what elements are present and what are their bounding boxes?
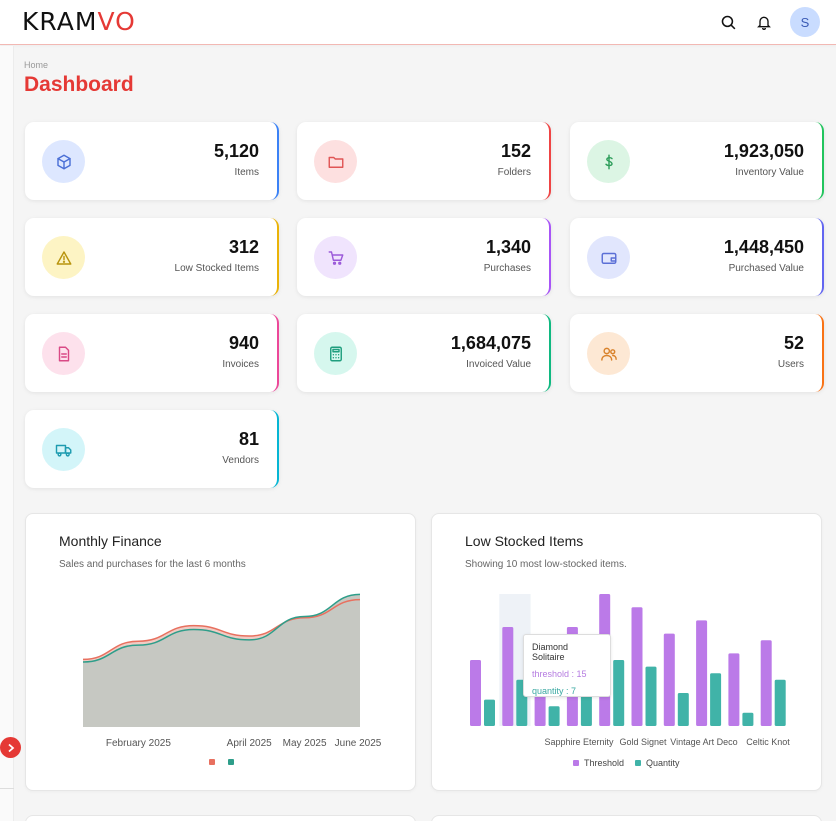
threshold-bar[interactable] [502,627,514,726]
x-tick-label: Vintage Art Deco [670,737,737,747]
cart-icon [314,236,357,279]
x-tick-label: February 2025 [106,738,171,749]
folder-icon [314,140,357,183]
quantity-bar[interactable] [677,693,689,726]
stat-value: 81 [238,429,259,449]
stat-card[interactable]: 1,448,450 Purchased Value [570,218,824,296]
threshold-bar[interactable] [631,607,643,726]
threshold-bar[interactable] [663,633,675,726]
stat-card[interactable]: 152 Folders [297,122,551,200]
stat-label: Invoiced Value [466,359,531,370]
threshold-bar[interactable] [728,653,740,726]
low-stocked-panel: Low Stocked Items Showing 10 most low-st… [431,513,822,791]
threshold-bar[interactable] [470,660,481,726]
legend-swatch-threshold[interactable] [573,760,579,766]
stat-value: 1,448,450 [723,237,804,257]
panel-partial [25,815,416,821]
stat-value: 1,340 [485,237,531,257]
stat-value: 1,684,075 [450,333,531,353]
stat-card[interactable]: 312 Low Stocked Items [25,218,279,296]
stat-card[interactable]: 940 Invoices [25,314,279,392]
document-icon [42,332,85,375]
panel-title: Monthly Finance [59,533,162,549]
panel-subtitle: Sales and purchases for the last 6 month… [59,559,246,570]
legend-label-quantity: Quantity [646,758,680,768]
header-actions: S [718,7,820,37]
box-icon [42,140,85,183]
stat-card[interactable]: 52 Users [570,314,824,392]
x-tick-label: Gold Signet [619,737,667,747]
quantity-bar[interactable] [774,679,786,726]
threshold-bar[interactable] [760,640,772,726]
panel-title: Low Stocked Items [465,533,584,549]
legend-swatch-quantity[interactable] [635,760,641,766]
stat-card[interactable]: 1,340 Purchases [297,218,551,296]
monthly-finance-chart[interactable]: February 2025 April 2025 May 2025 June 2025 [26,514,417,792]
stat-value: 52 [783,333,804,353]
sidebar-expand-button[interactable] [0,737,21,758]
page-title: Dashboard [24,73,134,96]
quantity-bar[interactable] [645,666,657,726]
tooltip-title: Diamond Solitaire [532,642,569,662]
users-icon [587,332,630,375]
x-tick-label: April 2025 [227,738,272,749]
x-tick-label: June 2025 [335,738,382,749]
brand-logo[interactable]: KRAMVO [22,7,136,36]
sales-line [82,598,361,661]
stat-card[interactable]: 1,923,050 Inventory Value [570,122,824,200]
stat-card[interactable]: 81 Vendors [25,410,279,488]
monthly-finance-panel: Monthly Finance Sales and purchases for … [25,513,416,791]
purchases-area [83,594,360,727]
stat-label: Low Stocked Items [174,263,259,274]
tooltip-quantity: quantity : 7 [532,686,577,696]
threshold-bar[interactable] [696,620,708,726]
tooltip-threshold: threshold : 15 [532,669,587,679]
bell-icon[interactable] [754,12,774,32]
panel-partial [431,815,822,821]
stat-card[interactable]: 5,120 Items [25,122,279,200]
wallet-icon [587,236,630,279]
quantity-bar[interactable] [484,699,495,726]
sidebar-collapsed [0,46,14,821]
chart-tooltip: Diamond Solitaire threshold : 15 quantit… [523,634,611,697]
divider [0,788,14,789]
truck-icon [42,428,85,471]
stat-value: 5,120 [213,141,259,161]
legend-swatch-purchases[interactable] [228,759,234,765]
warning-icon [42,236,85,279]
breadcrumb[interactable]: Home [24,60,49,70]
x-tick-label: Sapphire Eternity [544,737,614,747]
stat-value: 940 [228,333,259,353]
panel-subtitle: Showing 10 most low-stocked items. [465,559,627,570]
x-tick-label: May 2025 [283,738,327,749]
stat-label: Purchases [483,263,531,274]
legend-label-threshold: Threshold [584,758,624,768]
avatar[interactable]: S [790,7,820,37]
stat-card[interactable]: 1,684,075 Invoiced Value [297,314,551,392]
low-stocked-chart[interactable]: Sapphire Eternity Gold Signet Vintage Art … [432,514,823,792]
top-bar: KRAMVO S [0,0,836,45]
quantity-bar[interactable] [548,706,560,726]
stat-label: Inventory Value [735,167,804,178]
stat-label: Items [234,167,259,178]
stat-value: 1,923,050 [723,141,804,161]
dollar-icon [587,140,630,183]
stat-label: Purchased Value [728,263,804,274]
quantity-bar[interactable] [710,673,722,726]
stat-label: Users [777,359,804,370]
chevron-right-icon [7,743,14,752]
x-tick-label: Celtic Knot [746,737,790,747]
stat-label: Folders [497,167,531,178]
calculator-icon [314,332,357,375]
legend-swatch-sales[interactable] [209,759,215,765]
stat-value: 312 [228,237,259,257]
purchases-line [82,593,361,663]
search-icon[interactable] [718,12,738,32]
quantity-bar[interactable] [742,712,754,726]
quantity-bar[interactable] [613,660,625,726]
stat-label: Vendors [222,455,259,466]
stat-value: 152 [500,141,531,161]
stat-label: Invoices [222,359,259,370]
